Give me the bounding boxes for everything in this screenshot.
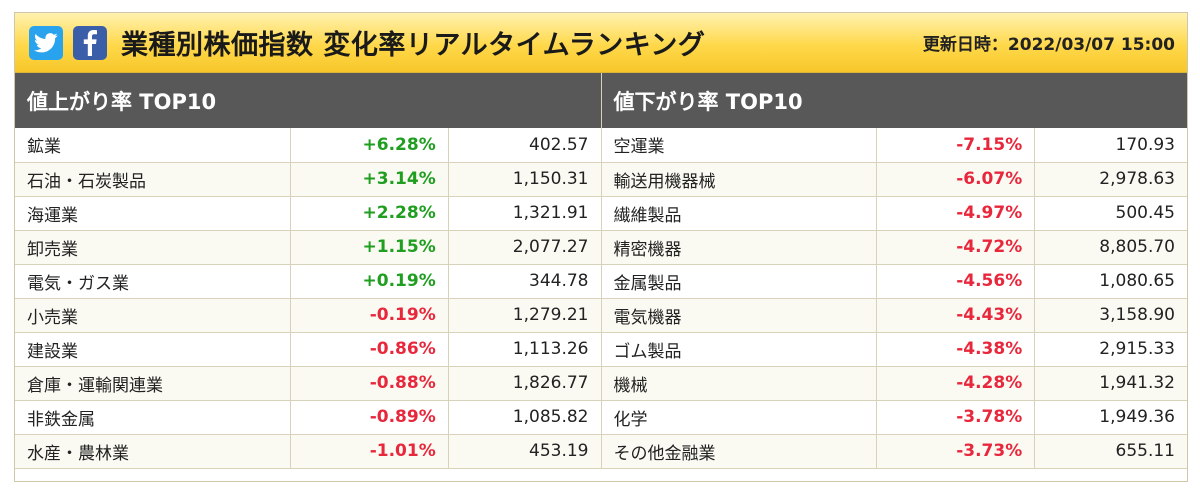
sector-name: 倉庫・運輸関連業 — [15, 366, 291, 401]
change-rate: +3.14% — [290, 162, 449, 197]
table-row: 石油・石炭製品 +3.14% 1,150.31 — [15, 162, 601, 197]
losers-panel: 値下がり率 TOP10 空運業 -7.15% 170.93 輸送用機器械 -6.07% 2… — [600, 73, 1187, 469]
change-rate: -0.19% — [290, 298, 449, 333]
table-row: 海運業 +2.28% 1,321.91 — [15, 196, 601, 231]
index-value: 500.45 — [1034, 196, 1187, 231]
gainers-panel: 値上がり率 TOP10 鉱業 +6.28% 402.57 石油・石炭製品 +3.14% 1… — [15, 73, 601, 469]
losers-table: 空運業 -7.15% 170.93 輸送用機器械 -6.07% 2,978.63 繊維製品 -… — [601, 128, 1187, 469]
table-row: 電気・ガス業 +0.19% 344.78 — [15, 264, 601, 299]
index-value: 1,080.65 — [1034, 264, 1187, 299]
sector-name: 空運業 — [601, 128, 878, 163]
change-rate: -0.88% — [290, 366, 449, 401]
change-rate: -4.38% — [876, 332, 1036, 367]
table-row: その他金融業 -3.73% 655.11 — [601, 434, 1187, 469]
change-rate: -7.15% — [876, 128, 1036, 163]
table-row: 卸売業 +1.15% 2,077.27 — [15, 230, 601, 265]
change-rate: +0.19% — [290, 264, 449, 299]
table-row: 非鉄金属 -0.89% 1,085.82 — [15, 400, 601, 435]
sector-name: 鉱業 — [15, 128, 291, 163]
sector-name: 電気・ガス業 — [15, 264, 291, 299]
sector-name: 石油・石炭製品 — [15, 162, 291, 197]
sector-name: 化学 — [601, 400, 878, 435]
index-value: 1,113.26 — [448, 332, 601, 367]
updated-timestamp: 更新日時：2022/03/07 15:00 — [922, 35, 1175, 55]
table-row: 電気機器 -4.43% 3,158.90 — [601, 298, 1187, 333]
index-value: 1,826.77 — [448, 366, 601, 401]
twitter-icon — [34, 32, 58, 52]
change-rate: -3.73% — [876, 434, 1036, 469]
index-value: 1,941.32 — [1034, 366, 1187, 401]
gainers-table: 鉱業 +6.28% 402.57 石油・石炭製品 +3.14% 1,150.31 海運業 +2… — [15, 128, 601, 469]
change-rate: -4.72% — [876, 230, 1036, 265]
sector-name: 小売業 — [15, 298, 291, 333]
sector-name: その他金融業 — [601, 434, 878, 469]
index-value: 655.11 — [1034, 434, 1187, 469]
index-value: 170.93 — [1034, 128, 1187, 163]
table-row: 繊維製品 -4.97% 500.45 — [601, 196, 1187, 231]
change-rate: -4.28% — [876, 366, 1036, 401]
sector-name: 電気機器 — [601, 298, 878, 333]
index-value: 344.78 — [448, 264, 601, 299]
sector-name: 金属製品 — [601, 264, 878, 299]
index-value: 3,158.90 — [1034, 298, 1187, 333]
sector-name: 非鉄金属 — [15, 400, 291, 435]
gainers-header: 値上がり率 TOP10 — [15, 73, 601, 128]
sector-name: 海運業 — [15, 196, 291, 231]
table-row: 金属製品 -4.56% 1,080.65 — [601, 264, 1187, 299]
change-rate: -6.07% — [876, 162, 1036, 197]
ranking-widget: 業種別株価指数 変化率リアルタイムランキング 更新日時：2022/03/07 1… — [14, 12, 1188, 482]
sector-name: 繊維製品 — [601, 196, 878, 231]
change-rate: -1.01% — [290, 434, 449, 469]
table-row: 輸送用機器械 -6.07% 2,978.63 — [601, 162, 1187, 197]
table-row: 精密機器 -4.72% 8,805.70 — [601, 230, 1187, 265]
facebook-share-button[interactable] — [73, 25, 107, 60]
twitter-share-button[interactable] — [29, 25, 63, 60]
index-value: 1,085.82 — [448, 400, 601, 435]
table-row: ゴム製品 -4.38% 2,915.33 — [601, 332, 1187, 367]
page-title: 業種別株価指数 変化率リアルタイムランキング — [121, 30, 706, 61]
table-row: 機械 -4.28% 1,941.32 — [601, 366, 1187, 401]
sector-name: 建設業 — [15, 332, 291, 367]
sector-name: 機械 — [601, 366, 878, 401]
losers-header: 値下がり率 TOP10 — [601, 73, 1187, 128]
change-rate: +2.28% — [290, 196, 449, 231]
index-value: 1,321.91 — [448, 196, 601, 231]
sector-name: 精密機器 — [601, 230, 878, 265]
sector-name: 卸売業 — [15, 230, 291, 265]
title-bar: 業種別株価指数 変化率リアルタイムランキング 更新日時：2022/03/07 1… — [15, 13, 1187, 73]
change-rate: -0.89% — [290, 400, 449, 435]
change-rate: -0.86% — [290, 332, 449, 367]
table-row: 小売業 -0.19% 1,279.21 — [15, 298, 601, 333]
table-row: 建設業 -0.86% 1,113.26 — [15, 332, 601, 367]
index-value: 1,150.31 — [448, 162, 601, 197]
table-row: 倉庫・運輸関連業 -0.88% 1,826.77 — [15, 366, 601, 401]
sector-name: 水産・農林業 — [15, 434, 291, 469]
index-value: 1,949.36 — [1034, 400, 1187, 435]
index-value: 2,978.63 — [1034, 162, 1187, 197]
change-rate: -3.78% — [876, 400, 1036, 435]
facebook-icon — [83, 29, 97, 56]
change-rate: -4.43% — [876, 298, 1036, 333]
table-row: 水産・農林業 -1.01% 453.19 — [15, 434, 601, 469]
index-value: 402.57 — [448, 128, 601, 163]
table-row: 鉱業 +6.28% 402.57 — [15, 128, 601, 163]
table-row: 空運業 -7.15% 170.93 — [601, 128, 1187, 163]
index-value: 1,279.21 — [448, 298, 601, 333]
sector-name: 輸送用機器械 — [601, 162, 878, 197]
change-rate: -4.97% — [876, 196, 1036, 231]
change-rate: +1.15% — [290, 230, 449, 265]
index-value: 2,915.33 — [1034, 332, 1187, 367]
index-value: 453.19 — [448, 434, 601, 469]
sector-name: ゴム製品 — [601, 332, 878, 367]
change-rate: +6.28% — [290, 128, 449, 163]
change-rate: -4.56% — [876, 264, 1036, 299]
index-value: 8,805.70 — [1034, 230, 1187, 265]
index-value: 2,077.27 — [448, 230, 601, 265]
table-row: 化学 -3.78% 1,949.36 — [601, 400, 1187, 435]
